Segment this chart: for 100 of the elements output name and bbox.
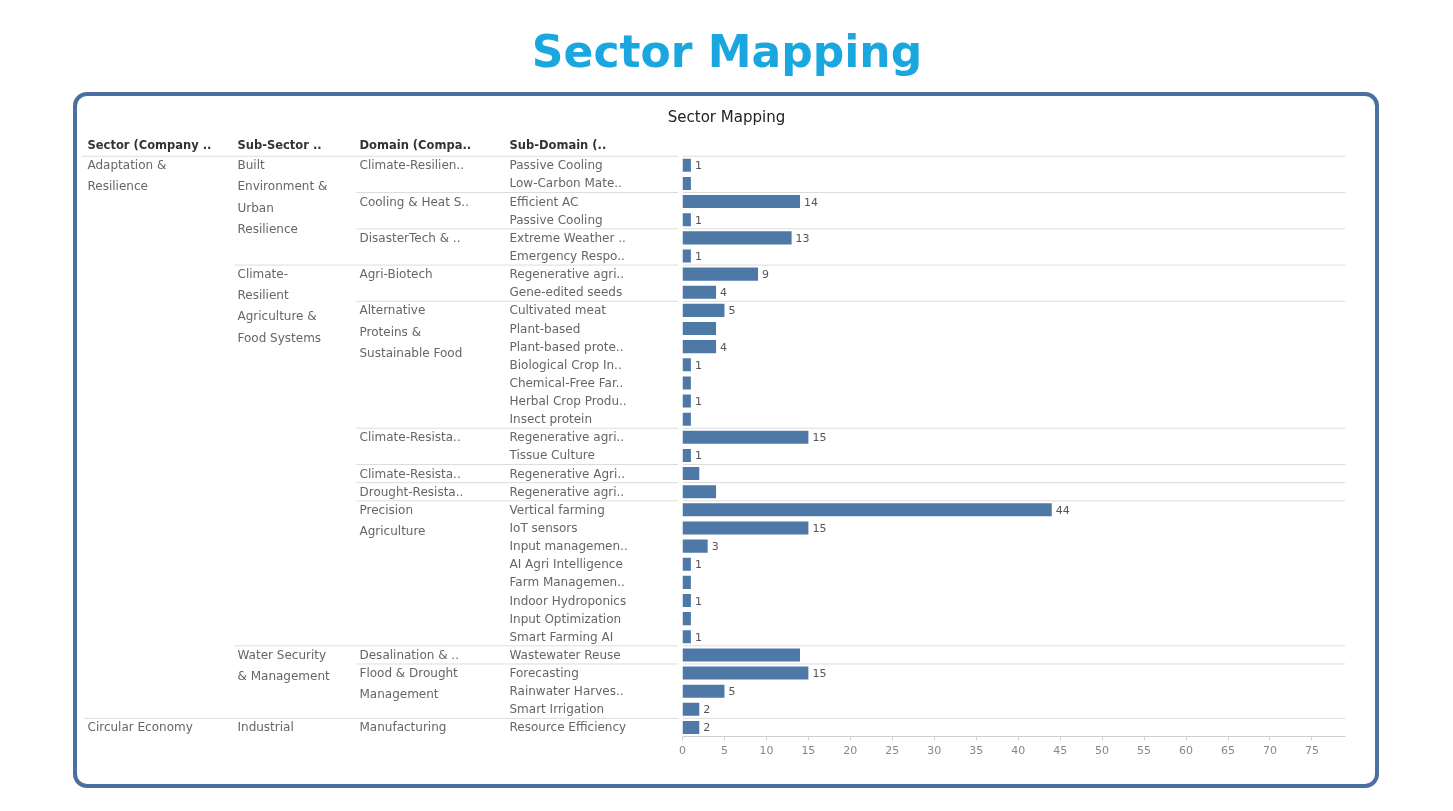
- bar: [682, 557, 691, 571]
- x-tick-label: 65: [1221, 743, 1236, 757]
- text: Climate-Resista..: [359, 466, 461, 481]
- bar: [682, 630, 691, 644]
- data-label: 1: [694, 159, 702, 173]
- data-label: 1: [694, 249, 702, 263]
- text: Flood & Drought Management: [359, 666, 459, 702]
- x-tick-label: 60: [1179, 743, 1194, 757]
- text: Industrial: [237, 720, 294, 735]
- x-tick-label: 25: [885, 743, 900, 757]
- text: Climate-Resilien..: [359, 158, 465, 173]
- y-tick-label: Plant-based: [509, 321, 581, 336]
- y-tick-label: Forecasting: [509, 666, 579, 681]
- y-tick-label: Regenerative agri..: [509, 267, 625, 282]
- bar: [682, 303, 725, 317]
- x-tick-label: 45: [1053, 743, 1068, 757]
- chart-subtitle: Sector Mapping: [531, 25, 923, 77]
- text: Manufacturing: [359, 720, 447, 735]
- bar: [682, 430, 809, 444]
- data-label: 2: [703, 721, 711, 735]
- data-label: 1: [694, 395, 702, 409]
- y-tick-label: Vertical farming: [509, 502, 605, 517]
- bar: [682, 593, 691, 608]
- bar: [682, 684, 725, 698]
- y-tick-label: Efficient AC: [509, 194, 579, 209]
- data-label: 1: [694, 558, 702, 572]
- y-tick-label: Indoor Hydroponics: [509, 593, 627, 608]
- y-tick-label: Regenerative Agri..: [509, 466, 626, 481]
- bar: [682, 321, 717, 336]
- bar: [682, 648, 800, 662]
- bar: [682, 340, 717, 354]
- bar: [682, 503, 1052, 517]
- bar: [682, 176, 691, 190]
- data-label: 1: [694, 358, 702, 372]
- y-axis-title: Sub-Domain (..: [509, 138, 607, 153]
- data-label: 9: [762, 268, 770, 282]
- data-label: 4: [720, 340, 728, 354]
- y-tick-label: Chemical-Free Far..: [509, 375, 624, 390]
- data-label: 4: [720, 286, 728, 300]
- data-label: 1: [694, 213, 702, 227]
- text: Precision Agriculture: [359, 502, 426, 538]
- bar: [682, 158, 691, 172]
- bar: [682, 412, 691, 426]
- data-label: 1: [694, 630, 702, 644]
- text: Cooling & Heat S..: [359, 194, 469, 209]
- text: Alternative Proteins & Sustainable Food: [359, 303, 463, 360]
- y-tick-label: Low-Carbon Mate..: [509, 176, 622, 191]
- data-label: 1: [694, 449, 702, 463]
- data-label: 1: [694, 594, 702, 608]
- bar: [682, 358, 691, 372]
- y-tick-label: Rainwater Harves..: [509, 684, 624, 699]
- bar: [682, 376, 691, 390]
- bar: [682, 195, 800, 209]
- x-tick-label: 10: [759, 743, 774, 757]
- bar: [682, 249, 691, 263]
- data-label: 13: [795, 231, 810, 245]
- bar: [682, 666, 809, 680]
- bar: [682, 448, 691, 462]
- text: Built Environment & Urban Resilience: [237, 158, 328, 236]
- text: Drought-Resista..: [359, 484, 464, 499]
- data-label: 15: [812, 667, 827, 681]
- x-tick-label: 55: [1137, 743, 1152, 757]
- y-tick-label: Plant-based prote..: [509, 339, 624, 354]
- text: Climate-Resista..: [359, 430, 461, 445]
- y-tick-label: Extreme Weather ..: [509, 230, 626, 245]
- y-tick-label: Gene-edited seeds: [509, 285, 623, 300]
- y-tick-label: Herbal Crop Produ..: [509, 394, 627, 409]
- y-tick-label: Smart Farming AI: [509, 629, 614, 644]
- data-label: 5: [728, 685, 736, 699]
- y-tick-label: Cultivated meat: [509, 303, 607, 318]
- x-tick-label: 70: [1262, 743, 1277, 757]
- text: Sector (Company ..: [87, 138, 212, 153]
- chart-title: Sector Mapping: [667, 108, 786, 126]
- x-tick-label: 20: [843, 743, 858, 757]
- text: Agri-Biotech: [359, 267, 433, 282]
- y-tick-label: Smart Irrigation: [509, 702, 605, 717]
- bar: [682, 394, 691, 408]
- text: Water Security & Management: [237, 647, 331, 684]
- data-label: 15: [812, 431, 827, 445]
- bar: [682, 285, 717, 299]
- text: Climate-Resilient Agriculture & Food Systems: [237, 267, 322, 345]
- bar: [682, 539, 708, 553]
- text: Domain (Compa..: [359, 138, 472, 153]
- y-tick-label: AI Agri Intelligence: [509, 557, 623, 572]
- bar: [682, 702, 700, 716]
- bar: [682, 231, 792, 245]
- y-tick-label: Farm Managemen..: [509, 575, 625, 590]
- y-tick-label: Input managemen..: [509, 539, 628, 554]
- y-tick-label: Regenerative agri..: [509, 430, 625, 445]
- x-tick-label: 50: [1095, 743, 1110, 757]
- text: DisasterTech & ..: [359, 230, 461, 245]
- data-label: 14: [803, 195, 818, 209]
- y-tick-label: Emergency Respo..: [509, 248, 625, 263]
- text: Adaptation & Resilience: [87, 158, 167, 194]
- y-tick-label: Passive Cooling: [509, 158, 603, 173]
- bar: [682, 213, 691, 227]
- text: Circular Economy: [87, 720, 193, 735]
- data-label: 5: [728, 304, 736, 318]
- text: Sub-Sector ..: [237, 138, 322, 153]
- y-tick-label: Regenerative agri..: [509, 484, 625, 499]
